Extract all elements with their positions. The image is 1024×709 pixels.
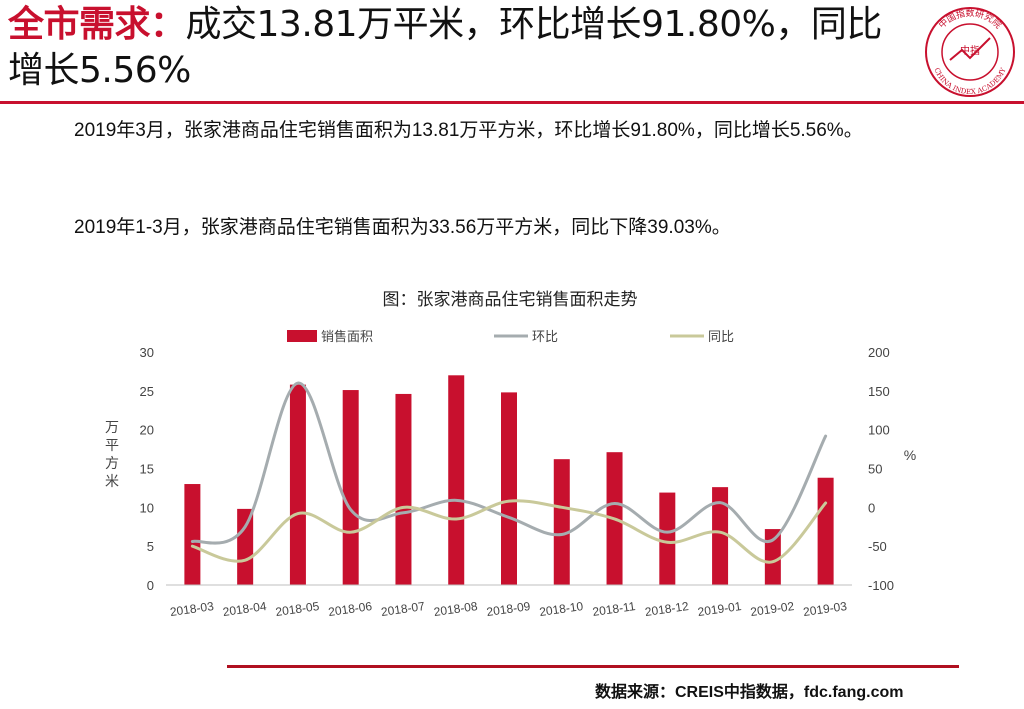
bar-series — [184, 375, 834, 585]
y2-tick-label: 150 — [868, 384, 890, 399]
y-tick-label: 0 — [147, 578, 154, 593]
legend-label: 同比 — [708, 329, 734, 344]
title-highlight: 全市需求： — [8, 4, 186, 45]
bar-2018-09 — [501, 392, 517, 585]
y2-tick-label: 200 — [868, 345, 890, 360]
bar-2018-03 — [184, 484, 201, 585]
summary-paragraph-1: 2019年3月，张家港商品住宅销售面积为13.81万平方米，环比增长91.80%… — [74, 120, 863, 141]
bar-2018-12 — [659, 492, 676, 585]
y-axis-label: 万平方米 — [105, 419, 119, 489]
x-tick-label: 2018-05 — [275, 599, 321, 619]
x-axis: 2018-03 2018-04 2018-05 2018-06 2018-07 2018-… — [166, 584, 852, 619]
y2-tick-label: -50 — [868, 539, 887, 554]
x-tick-label: 2018-07 — [380, 599, 426, 619]
legend-label: 销售面积 — [321, 329, 373, 344]
x-tick-label: 2018-12 — [644, 599, 690, 619]
summary-paragraph-2: 2019年1-3月，张家港商品住宅销售面积为33.56万平方米，同比下降39.0… — [74, 217, 731, 238]
y2-tick-label: 100 — [868, 423, 890, 438]
y-tick-label: 15 — [140, 462, 154, 477]
bar-2018-08 — [448, 375, 465, 585]
sales-area-chart: 图：张家港商品住宅销售面积走势 销售面积 环比 同比 0 5 10 15 20 25 30 万平方… — [105, 290, 916, 619]
y-tick-label: 5 — [147, 539, 154, 554]
bar-2018-04 — [237, 508, 254, 585]
x-tick-label: 2018-11 — [592, 599, 637, 619]
y2-tick-label: 50 — [868, 462, 882, 477]
bar-2019-02 — [764, 529, 781, 585]
bar-2018-05 — [289, 384, 306, 585]
line-mom — [190, 381, 828, 545]
line-series — [190, 381, 828, 564]
x-tick-label: 2018-08 — [433, 599, 479, 619]
x-tick-label: 2018-06 — [327, 599, 373, 619]
china-index-academy-logo: 中国指数研究院 CHINA INDEX ACADEMY 中指 — [925, 7, 1015, 97]
y-axis-left: 0 5 10 15 20 25 30 万平方米 — [105, 345, 154, 593]
legend-swatch-bar — [287, 330, 317, 342]
bar-2018-07 — [395, 393, 412, 585]
x-tick-label: 2019-03 — [802, 599, 848, 619]
y2-tick-label: -100 — [868, 578, 894, 593]
y-tick-label: 20 — [140, 423, 154, 438]
x-tick-label: 2018-10 — [538, 599, 584, 619]
bar-2019-03 — [817, 477, 834, 585]
data-source: 数据来源：CREIS中指数据，fdc.fang.com — [595, 684, 904, 701]
y-tick-label: 30 — [140, 345, 154, 360]
chart-legend: 销售面积 环比 同比 — [287, 329, 734, 344]
legend-label: 环比 — [532, 329, 558, 344]
chart-title: 图：张家港商品住宅销售面积走势 — [383, 290, 638, 309]
x-tick-label: 2018-03 — [169, 599, 215, 619]
x-tick-label: 2018-09 — [486, 599, 532, 619]
title-divider — [0, 101, 1024, 104]
line-yoy — [190, 499, 828, 564]
footer-divider — [227, 665, 959, 668]
bar-2018-10 — [553, 459, 570, 585]
y-tick-label: 10 — [140, 500, 154, 515]
y2-tick-label: 0 — [868, 500, 875, 515]
x-tick-label: 2019-02 — [750, 599, 796, 619]
y-tick-label: 25 — [140, 384, 154, 399]
bar-2018-06 — [342, 390, 359, 585]
y2-axis-label: % — [904, 447, 916, 463]
title-text: 成交13.81万平米，环比增长91.80%，同比增长5.56% — [8, 4, 882, 91]
x-tick-label: 2019-01 — [697, 599, 743, 619]
y-axis-right: -100 -50 0 50 100 150 200% — [868, 345, 916, 593]
svg-text:中指: 中指 — [960, 44, 980, 57]
slide-title: 全市需求：成交13.81万平米，环比增长91.80%，同比增长5.56% — [8, 2, 913, 94]
x-tick-label: 2018-04 — [222, 599, 268, 619]
bar-2019-01 — [712, 487, 729, 585]
